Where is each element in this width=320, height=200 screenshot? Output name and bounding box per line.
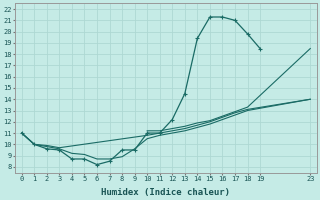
- X-axis label: Humidex (Indice chaleur): Humidex (Indice chaleur): [101, 188, 230, 197]
